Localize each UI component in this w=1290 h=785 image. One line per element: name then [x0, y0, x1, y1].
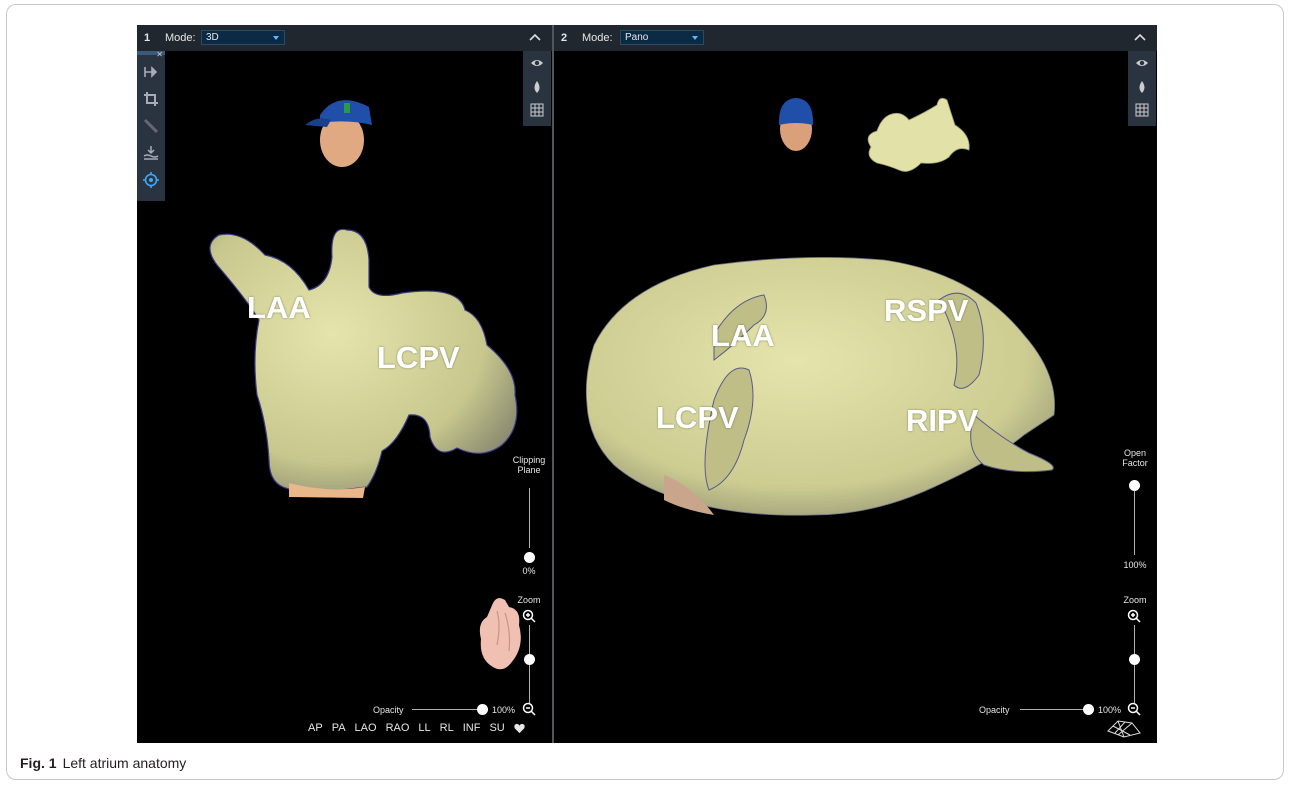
crop-icon[interactable]: [142, 90, 160, 108]
view-pa-button[interactable]: PA: [331, 722, 346, 734]
view-inf-button[interactable]: INF: [462, 722, 481, 734]
caret-down-icon: [692, 36, 698, 40]
caption-text: Left atrium anatomy: [62, 755, 187, 771]
label-laa: LAA: [247, 290, 311, 325]
viewer-1-header: 1 Mode: 3D: [137, 25, 552, 51]
heart-icon[interactable]: [514, 723, 525, 734]
mode-select-value: 3D: [206, 32, 219, 43]
mode-label: Mode:: [582, 32, 613, 44]
opacity-label: Opacity: [373, 705, 404, 715]
mini-atrium-preview[interactable]: [859, 95, 979, 180]
clipping-plane-label: Clipping Plane: [512, 455, 546, 475]
viewer-number: 2: [561, 32, 568, 44]
view-lao-button[interactable]: LAO: [354, 722, 377, 734]
opacity-value: 100%: [1098, 705, 1122, 715]
split-icon[interactable]: [142, 63, 160, 81]
eye-icon[interactable]: [530, 56, 544, 70]
opacity-track: [1020, 709, 1088, 710]
open-factor-track: [1134, 491, 1135, 555]
left-atrium-3d-model[interactable]: [197, 205, 537, 505]
figure-caption: Fig. 1 Left atrium anatomy: [20, 755, 186, 771]
opacity-value: 100%: [492, 705, 516, 715]
figure-label: Fig. 1: [20, 755, 57, 771]
view-su-button[interactable]: SU: [489, 722, 505, 734]
viewer-number: 1: [144, 32, 151, 44]
left-atrium-panoramic-view[interactable]: [584, 225, 1064, 525]
water-level-icon[interactable]: [142, 144, 160, 162]
droplet-icon[interactable]: [530, 80, 544, 94]
view-ll-button[interactable]: LL: [418, 722, 431, 734]
viewer-divider[interactable]: [552, 25, 554, 743]
clipping-plane-slider[interactable]: [524, 552, 535, 563]
label-laa: LAA: [711, 318, 775, 353]
grid-icon[interactable]: [530, 103, 544, 117]
open-factor-label: Open Factor: [1122, 448, 1148, 468]
zoom-label: Zoom: [1123, 595, 1147, 605]
chevron-up-icon[interactable]: [1131, 29, 1149, 47]
zoom-in-icon[interactable]: [522, 609, 536, 623]
display-options: [523, 51, 551, 126]
zoom-label: Zoom: [517, 595, 541, 605]
zoom-slider[interactable]: [1129, 654, 1140, 665]
zoom-in-icon[interactable]: [1127, 609, 1141, 623]
clipping-plane-value: 0%: [522, 566, 536, 576]
label-lcpv: LCPV: [377, 340, 460, 375]
opacity-track: [412, 709, 482, 710]
view-rl-button[interactable]: RL: [439, 722, 454, 734]
label-rspv: RSPV: [884, 293, 969, 328]
head-orientation-icon[interactable]: [297, 85, 382, 175]
mode-select-value: Pano: [625, 32, 649, 43]
caret-down-icon: [273, 36, 279, 40]
display-options: [1128, 51, 1156, 126]
eye-icon[interactable]: [1135, 56, 1149, 70]
heart-orientation-icon[interactable]: [475, 595, 527, 675]
clipping-plane-track: [529, 488, 530, 548]
view-rao-button[interactable]: RAO: [385, 722, 410, 734]
target-icon[interactable]: [142, 171, 160, 189]
viewer-2-panel[interactable]: 2 Mode: Pano: [554, 25, 1157, 743]
mode-select[interactable]: 3D: [201, 30, 285, 45]
zoom-slider[interactable]: [524, 654, 535, 665]
grid-icon[interactable]: [1135, 103, 1149, 117]
opacity-slider[interactable]: [1083, 704, 1094, 715]
view-presets: AP PA LAO RAO LL RL INF SU: [308, 722, 525, 734]
opacity-label: Opacity: [979, 705, 1010, 715]
droplet-icon[interactable]: [1135, 80, 1149, 94]
mesh-icon[interactable]: [1106, 717, 1142, 739]
tool-palette: ✕: [137, 50, 165, 201]
label-lcpv: LCPV: [656, 400, 739, 435]
label-ripv: RIPV: [906, 403, 979, 438]
view-ap-button[interactable]: AP: [308, 722, 323, 734]
ruler-icon[interactable]: [142, 117, 160, 135]
close-icon[interactable]: ✕: [156, 50, 163, 59]
viewer-1-panel[interactable]: 1 Mode: 3D ✕: [137, 25, 552, 743]
mode-select[interactable]: Pano: [620, 30, 704, 45]
chevron-up-icon[interactable]: [526, 29, 544, 47]
open-factor-slider[interactable]: [1129, 480, 1140, 491]
open-factor-value: 100%: [1123, 560, 1147, 570]
zoom-out-icon[interactable]: [522, 702, 536, 716]
head-orientation-icon[interactable]: [774, 95, 819, 155]
mode-label: Mode:: [165, 32, 196, 44]
zoom-out-icon[interactable]: [1127, 702, 1141, 716]
viewer-2-header: 2 Mode: Pano: [554, 25, 1157, 51]
figure-frame: [6, 4, 1284, 780]
opacity-slider[interactable]: [477, 704, 488, 715]
